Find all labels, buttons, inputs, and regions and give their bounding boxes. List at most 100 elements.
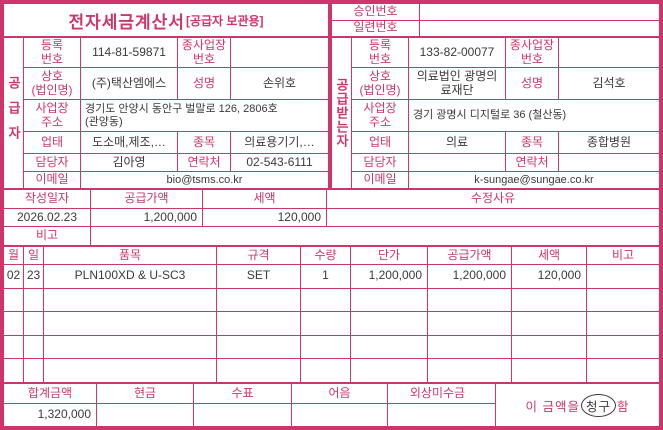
supplier-reg-label: 등록 번호 — [24, 38, 81, 67]
supplier-bizitem: 의료용기기,… — [244, 134, 315, 149]
col-tax: 세액 — [512, 247, 587, 264]
approval-number-value — [420, 4, 659, 20]
note-value — [91, 227, 659, 245]
supplier-reg-number: 114-81-59871 — [81, 38, 178, 67]
item-month: 02 — [4, 265, 24, 288]
item-spec: SET — [217, 265, 301, 288]
col-unit-price: 단가 — [351, 247, 428, 264]
buyer-email: k-sungae@sungae.co.kr — [474, 173, 594, 186]
supply-amount-value: 1,200,000 — [91, 208, 203, 227]
supplier-biztype-label: 업태 — [24, 132, 81, 153]
supplier-ceo-name: 손위호 — [262, 75, 297, 90]
buyer-company-label: 상호 (법인명) — [352, 68, 409, 99]
check-label: 수표 — [194, 384, 292, 403]
receivable-value — [388, 404, 487, 426]
buyer-ceo-name: 김석호 — [592, 75, 626, 90]
buyer-reg-number: 133-82-00077 — [409, 38, 506, 67]
supplier-email: bio@tsms.co.kr — [166, 173, 243, 186]
supply-amount-label: 공급가액 — [91, 190, 203, 208]
buyer-contact — [559, 154, 659, 171]
supplier-manager-label: 담당자 — [24, 154, 81, 171]
supplier-biztype: 도소매,제조,… — [81, 132, 178, 153]
supplier-company-label: 상호 (법인명) — [24, 68, 81, 99]
item-unit-price: 1,200,000 — [351, 265, 428, 288]
approval-number-label: 승인번호 — [332, 4, 420, 20]
approval-number-row: 승인번호 — [332, 4, 659, 21]
supplier-contact: 02-543-6111 — [246, 154, 313, 169]
total-amount-label: 합계금액 — [4, 384, 97, 403]
serial-number-label: 일련번호 — [332, 20, 420, 36]
col-item: 품목 — [44, 247, 217, 264]
buyer-manager-label: 담당자 — [352, 154, 409, 171]
item-tax: 120,000 — [512, 265, 587, 288]
totals-value-row: 1,320,000 — [4, 404, 495, 426]
item-row: 02 23 PLN100XD & U-SC3 SET 1 1,200,000 1… — [4, 265, 659, 289]
claim-type-circled: 청구 — [580, 393, 616, 417]
check-value — [194, 404, 292, 426]
receivable-label: 외상미수금 — [409, 385, 466, 400]
item-row-empty — [4, 359, 659, 382]
cash-value — [97, 404, 194, 426]
item-row-empty — [4, 312, 659, 336]
buyer-bizitem: 종합병원 — [586, 134, 632, 149]
buyer-contact-label: 연락처 — [506, 154, 559, 171]
supplier-subbiz-value — [231, 38, 328, 67]
item-row-empty — [4, 335, 659, 360]
serial-number-value — [420, 21, 659, 37]
claim-suffix: 함 — [616, 399, 630, 414]
tax-amount-value: 120,000 — [203, 208, 327, 227]
items-table: 월 일 품목 규격 수량 단가 공급가액 세액 비고 02 23 PLN100X… — [4, 247, 659, 384]
item-name: PLN100XD & U-SC3 — [44, 265, 217, 288]
supplier-contact-label: 연락처 — [178, 154, 231, 171]
item-note — [587, 265, 659, 288]
claim-statement: 이 금액을 청구 함 — [495, 384, 659, 426]
item-supply: 1,200,000 — [428, 265, 512, 288]
buyer-reg-label: 등록 번호 — [352, 38, 409, 67]
supplier-address-label: 사업장 주소 — [24, 100, 81, 131]
document-title: 전자세금계산서 [공급자 보관용] — [4, 4, 332, 36]
supplier-bizitem-label: 종목 — [178, 132, 231, 153]
col-supply: 공급가액 — [428, 247, 512, 264]
tax-amount-label: 세액 — [203, 190, 327, 208]
supplier-ceo-label: 성명 — [178, 68, 231, 99]
approval-area: 승인번호 일련번호 — [332, 4, 659, 36]
col-qty: 수량 — [301, 247, 351, 264]
buyer-email-label: 이메일 — [352, 172, 409, 188]
cash-label: 현금 — [97, 384, 194, 403]
col-spec: 규격 — [217, 247, 301, 264]
totals-section: 합계금액 현금 수표 어음 외상미수금 1,320,000 이 금액을 청구 함 — [4, 384, 659, 426]
claim-prefix: 이 금액을 — [525, 399, 580, 414]
item-row-empty — [4, 288, 659, 313]
buyer-panel: 공급받는자 등록 번호 133-82-00077 종사업장 번호 상호 (법인명… — [332, 38, 659, 188]
items-header-row: 월 일 품목 규격 수량 단가 공급가액 세액 비고 — [4, 247, 659, 265]
buyer-biztype-label: 업태 — [352, 132, 409, 153]
supplier-side-label: 공급자 — [4, 38, 24, 188]
supplier-address: 경기도 안양시 동안구 벌말로 126, 2806호 (관양동) — [85, 102, 278, 128]
supplier-email-label: 이메일 — [24, 172, 81, 188]
title-text: 전자세금계산서 — [68, 12, 185, 32]
total-amount-value: 1,320,000 — [4, 404, 97, 426]
note-label: 비고 — [4, 227, 91, 246]
totals-header-row: 합계금액 현금 수표 어음 외상미수금 — [4, 384, 495, 404]
col-day: 일 — [24, 247, 44, 264]
title-suffix-text: [공급자 보관용] — [185, 13, 264, 28]
bill-value — [292, 404, 388, 426]
buyer-biztype: 의료 — [409, 132, 506, 153]
buyer-subbiz-value — [559, 38, 659, 67]
col-month: 월 — [4, 247, 24, 264]
summary-section: 작성일자 공급가액 세액 수정사유 2026.02.23 1,200,000 1… — [4, 190, 659, 247]
parties-section: 공급자 등록 번호 114-81-59871 종사업장 번호 상호 (법인명) … — [4, 38, 659, 190]
item-qty: 1 — [301, 265, 351, 288]
supplier-manager: 김아영 — [81, 154, 178, 171]
date-value: 2026.02.23 — [4, 208, 91, 227]
supplier-panel: 공급자 등록 번호 114-81-59871 종사업장 번호 상호 (법인명) … — [4, 38, 332, 188]
buyer-address-label: 사업장 주소 — [352, 100, 409, 131]
buyer-company-name: 의료법인 광명의 료재단 — [409, 68, 506, 99]
buyer-ceo-label: 성명 — [506, 68, 559, 99]
buyer-side-label: 공급받는자 — [332, 38, 352, 188]
bill-label: 어음 — [292, 384, 388, 403]
supplier-subbiz-label: 종사업장 번호 — [178, 38, 231, 67]
header-section: 전자세금계산서 [공급자 보관용] 승인번호 일련번호 — [4, 4, 659, 38]
buyer-manager — [409, 154, 506, 171]
